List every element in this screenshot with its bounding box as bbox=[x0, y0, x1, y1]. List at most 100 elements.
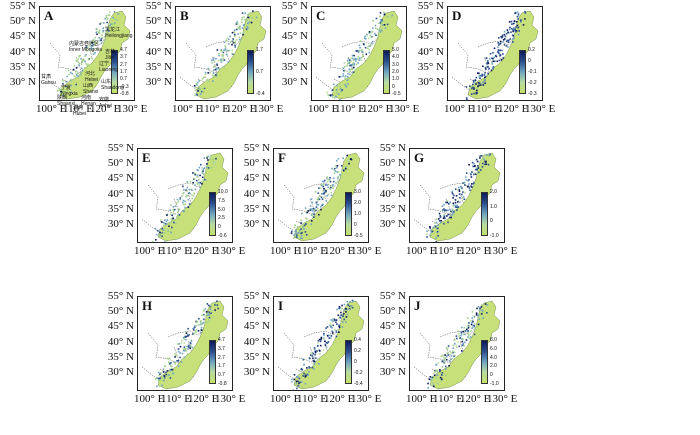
data-pixel bbox=[227, 61, 230, 63]
data-pixel bbox=[498, 37, 500, 39]
data-pixel bbox=[206, 163, 208, 165]
data-pixel bbox=[199, 174, 201, 177]
province-boundary bbox=[303, 326, 341, 338]
latitude-label: 55° N bbox=[243, 142, 270, 154]
data-pixel bbox=[428, 378, 431, 380]
longitude-label: 100° E bbox=[36, 103, 67, 115]
data-pixel bbox=[79, 54, 81, 57]
province-name-zh: 辽宁 bbox=[99, 61, 110, 67]
data-pixel bbox=[190, 339, 192, 341]
province-boundary bbox=[309, 346, 317, 382]
data-pixel bbox=[430, 231, 433, 234]
data-pixel bbox=[337, 171, 340, 173]
data-pixel bbox=[216, 49, 219, 51]
data-pixel bbox=[96, 28, 98, 30]
data-pixel bbox=[110, 20, 112, 22]
data-pixel bbox=[155, 239, 157, 241]
data-pixel bbox=[170, 218, 172, 221]
data-pixel bbox=[480, 169, 482, 171]
data-pixel bbox=[192, 194, 195, 197]
data-pixel bbox=[478, 76, 481, 79]
data-pixel bbox=[218, 69, 221, 71]
data-pixel bbox=[457, 201, 459, 203]
data-pixel bbox=[340, 164, 343, 167]
data-pixel bbox=[78, 64, 80, 67]
data-pixel bbox=[481, 162, 484, 165]
data-pixel bbox=[312, 357, 314, 360]
latitude-label: 40° N bbox=[379, 335, 406, 348]
data-pixel bbox=[333, 172, 336, 174]
data-pixel bbox=[326, 342, 329, 344]
data-pixel bbox=[303, 224, 306, 227]
data-pixel bbox=[311, 201, 314, 204]
data-pixel bbox=[170, 373, 172, 376]
data-pixel bbox=[439, 215, 442, 217]
data-pixel bbox=[111, 23, 114, 25]
data-pixel bbox=[317, 340, 320, 342]
data-pixel bbox=[463, 341, 466, 344]
data-pixel bbox=[454, 342, 456, 345]
data-pixel bbox=[313, 208, 316, 210]
data-pixel bbox=[85, 48, 87, 50]
data-pixel bbox=[89, 42, 91, 45]
data-pixel bbox=[336, 171, 338, 173]
data-pixel bbox=[493, 60, 496, 63]
data-pixel bbox=[199, 186, 201, 189]
data-pixel bbox=[372, 20, 374, 22]
data-pixel bbox=[158, 236, 161, 239]
data-pixel bbox=[207, 80, 210, 83]
data-pixel bbox=[184, 350, 187, 352]
data-pixel bbox=[182, 199, 185, 202]
province-name-zh: 吉林 bbox=[105, 49, 116, 55]
data-pixel bbox=[108, 31, 110, 33]
data-pixel bbox=[332, 324, 334, 327]
colorbar-tick: -0.5 bbox=[392, 91, 401, 97]
data-pixel bbox=[502, 57, 505, 59]
data-pixel bbox=[195, 89, 197, 92]
data-pixel bbox=[467, 334, 470, 336]
data-pixel bbox=[217, 59, 220, 62]
data-pixel bbox=[368, 37, 370, 40]
data-pixel bbox=[196, 174, 199, 176]
data-pixel bbox=[118, 13, 120, 15]
data-pixel bbox=[491, 63, 494, 65]
panel-label: A bbox=[44, 8, 54, 23]
data-pixel bbox=[473, 316, 476, 318]
data-pixel bbox=[444, 354, 447, 356]
data-pixel bbox=[218, 53, 220, 55]
data-pixel bbox=[94, 41, 97, 43]
province-name-en: Shanxi bbox=[83, 89, 99, 95]
data-pixel bbox=[235, 28, 238, 31]
data-pixel bbox=[511, 34, 514, 36]
data-pixel bbox=[460, 331, 463, 334]
data-pixel bbox=[362, 54, 364, 56]
data-pixel bbox=[470, 176, 473, 178]
data-pixel bbox=[199, 181, 202, 184]
data-pixel bbox=[347, 159, 349, 162]
data-pixel bbox=[300, 368, 303, 371]
data-pixel bbox=[180, 342, 183, 344]
province-label: 陕西 Shaanxi bbox=[57, 94, 75, 107]
data-pixel bbox=[477, 72, 479, 74]
latitude-label: 45° N bbox=[243, 172, 270, 185]
data-pixel bbox=[192, 172, 194, 174]
data-pixel bbox=[88, 48, 91, 51]
data-pixel bbox=[195, 325, 198, 327]
data-pixel bbox=[293, 234, 295, 236]
data-pixel bbox=[158, 235, 161, 237]
province-name-zh: 黑龙江 bbox=[105, 27, 121, 33]
data-pixel bbox=[62, 82, 64, 85]
data-pixel bbox=[372, 27, 374, 29]
data-pixel bbox=[483, 163, 486, 166]
data-pixel bbox=[59, 92, 62, 95]
data-pixel bbox=[478, 72, 480, 75]
data-pixel bbox=[215, 69, 218, 71]
data-pixel bbox=[294, 224, 296, 226]
data-pixel bbox=[345, 316, 348, 318]
data-pixel bbox=[199, 93, 202, 95]
data-pixel bbox=[345, 317, 347, 320]
data-pixel bbox=[445, 201, 447, 204]
longitude-label: 130° E bbox=[253, 103, 284, 115]
data-pixel bbox=[457, 189, 459, 191]
